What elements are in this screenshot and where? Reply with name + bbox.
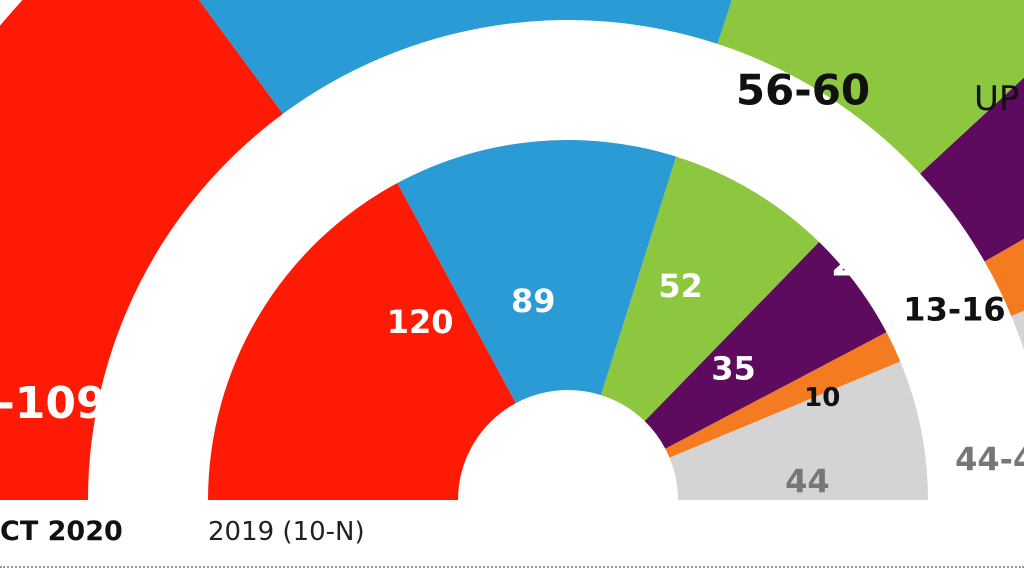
inner-ring-value-labels: 120 89 52 35 10 44 bbox=[387, 267, 841, 500]
outer-value-label-0: 5-109 bbox=[0, 378, 107, 429]
outer-segment-3 bbox=[920, 77, 1024, 262]
outer-value-label-2: 56-60 bbox=[736, 65, 870, 114]
inner-segment-0 bbox=[208, 182, 516, 501]
inner-segment-4 bbox=[665, 332, 901, 458]
inner-value-label-3: 35 bbox=[711, 350, 756, 388]
outer-segment-5 bbox=[1011, 310, 1024, 351]
inner-segment-5 bbox=[669, 361, 928, 500]
inner-segment-2 bbox=[601, 156, 820, 422]
outer-segment-1 bbox=[199, 0, 732, 114]
inner-segment-1 bbox=[397, 140, 677, 404]
outer-segment-2 bbox=[717, 0, 1024, 174]
inner-ring-2019 bbox=[208, 140, 928, 501]
party-label-up: UP bbox=[974, 79, 1019, 119]
dotted-divider bbox=[0, 566, 1024, 568]
outer-value-label-5: 44-46 bbox=[955, 441, 1024, 479]
inner-segment-3 bbox=[644, 242, 887, 449]
inner-value-label-1: 89 bbox=[511, 282, 556, 320]
outer-segment-4 bbox=[984, 238, 1024, 317]
inner-value-label-5: 44 bbox=[785, 462, 830, 500]
ring-label-2020: CT 2020 bbox=[0, 516, 123, 547]
inner-value-label-4: 10 bbox=[804, 383, 840, 413]
outer-value-label-4: 13-16 bbox=[903, 291, 1005, 329]
inner-value-label-0: 120 bbox=[387, 303, 454, 341]
ring-label-2019: 2019 (10-N) bbox=[208, 517, 365, 547]
outer-segment-0 bbox=[0, 0, 283, 500]
outer-ring-2020 bbox=[0, 0, 1024, 500]
inner-value-label-2: 52 bbox=[658, 267, 703, 305]
outer-value-label-3: 25-27 bbox=[831, 240, 953, 284]
